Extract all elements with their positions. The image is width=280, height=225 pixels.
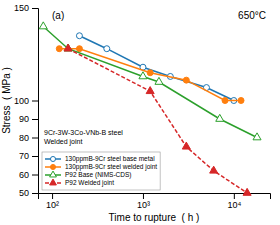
series-point bbox=[39, 22, 47, 29]
legend-item: 130ppmB-9Cr steel base metal bbox=[45, 155, 155, 163]
series-point bbox=[64, 44, 72, 51]
series-point bbox=[56, 46, 62, 52]
series-point bbox=[243, 188, 251, 195]
y-tick-label: 90 bbox=[19, 114, 29, 124]
annotation: (a) bbox=[52, 10, 64, 21]
legend-swatch-marker bbox=[50, 179, 57, 185]
x-axis: 10² 10³ 10⁴ bbox=[39, 193, 271, 210]
y-tick: 50 bbox=[19, 188, 38, 198]
legend-label: P92 Base (NIMS-CDS) bbox=[65, 171, 131, 179]
x-tick-label: 10⁴ bbox=[227, 200, 241, 210]
y-tick: 150 bbox=[14, 3, 38, 13]
y-tick-label: 100 bbox=[14, 96, 29, 106]
plot: 10² 10³ 10⁴ 50 60 70 80 90 100 150 650°C (a) Welded … bbox=[14, 3, 271, 210]
series-point bbox=[210, 166, 218, 173]
legend-item: 130ppmB-9Cr steel welded joint bbox=[45, 163, 157, 171]
legend-swatch-marker bbox=[50, 171, 57, 177]
annotation: 650°C bbox=[238, 10, 266, 21]
series-point bbox=[76, 46, 82, 52]
series-line bbox=[79, 36, 233, 101]
series-point bbox=[222, 98, 228, 104]
x-tick-label: 10² bbox=[46, 200, 59, 210]
x-tick-label: 10³ bbox=[137, 200, 150, 210]
legend-swatch-marker bbox=[50, 164, 55, 169]
series-point bbox=[216, 114, 224, 121]
series-point bbox=[139, 72, 147, 79]
series-point bbox=[64, 44, 72, 51]
y-tick-mark bbox=[32, 175, 38, 176]
series-point bbox=[182, 142, 190, 149]
x-tick: 10² bbox=[46, 193, 59, 210]
annotation: Welded joint bbox=[44, 138, 82, 146]
y-axis-title: Stress ( MPa ) bbox=[1, 67, 12, 134]
x-tick-mark bbox=[143, 193, 144, 199]
y-tick-mark bbox=[32, 138, 38, 139]
legend-label: 130ppmB-9Cr steel base metal bbox=[65, 155, 155, 163]
legend: 130ppmB-9Cr steel base metal130ppmB-9Cr … bbox=[42, 152, 160, 190]
y-axis: 50 60 70 80 90 100 150 bbox=[14, 3, 39, 198]
y-tick: 70 bbox=[19, 151, 38, 161]
y-tick-mark bbox=[32, 101, 38, 102]
series-point bbox=[104, 46, 110, 52]
legend-box bbox=[42, 152, 160, 190]
legend-item: P92 Welded joint bbox=[45, 179, 114, 187]
y-tick-label: 60 bbox=[19, 170, 29, 180]
x-tick: 10³ bbox=[137, 193, 150, 210]
y-tick-label: 80 bbox=[19, 133, 29, 143]
data-area bbox=[39, 22, 261, 195]
legend-swatch-marker bbox=[50, 156, 55, 161]
y-tick-mark bbox=[32, 119, 38, 120]
chart: 10² 10³ 10⁴ 50 60 70 80 90 100 150 650°C (a) Welded … bbox=[0, 0, 280, 225]
y-tick-label: 70 bbox=[19, 151, 29, 161]
legend-item: P92 Base (NIMS-CDS) bbox=[45, 171, 131, 179]
y-tick-label: 150 bbox=[14, 3, 29, 13]
y-tick: 80 bbox=[19, 133, 38, 143]
series-point bbox=[155, 77, 163, 84]
annotation: 9Cr-3W-3Co-VNb-B steel bbox=[44, 129, 123, 136]
x-axis-title: Time to rupture ( h ) bbox=[109, 212, 200, 223]
series-point bbox=[183, 77, 189, 83]
y-axis-line bbox=[32, 9, 39, 194]
y-tick-mark bbox=[32, 193, 38, 194]
legend-label: 130ppmB-9Cr steel welded joint bbox=[65, 163, 157, 171]
series-point bbox=[147, 70, 153, 76]
y-tick-mark bbox=[32, 156, 38, 157]
x-tick-mark bbox=[234, 193, 235, 199]
series-line bbox=[43, 27, 257, 138]
y-tick-mark bbox=[32, 8, 38, 9]
x-axis-line bbox=[39, 194, 271, 200]
series-point bbox=[76, 33, 82, 39]
y-tick: 60 bbox=[19, 170, 38, 180]
series-point bbox=[146, 87, 154, 94]
series-line bbox=[59, 49, 241, 101]
x-tick: 10⁴ bbox=[227, 193, 241, 210]
y-tick-label: 50 bbox=[19, 188, 29, 198]
x-tick-mark bbox=[52, 193, 53, 199]
y-tick: 90 bbox=[19, 114, 38, 124]
series-point bbox=[253, 133, 261, 140]
annotations: 650°C (a) Welded joint 9Cr-3W-3Co-VNb-B ste… bbox=[44, 10, 266, 146]
series-point bbox=[238, 98, 244, 104]
legend-label: P92 Welded joint bbox=[65, 179, 114, 187]
y-tick: 100 bbox=[14, 96, 38, 106]
